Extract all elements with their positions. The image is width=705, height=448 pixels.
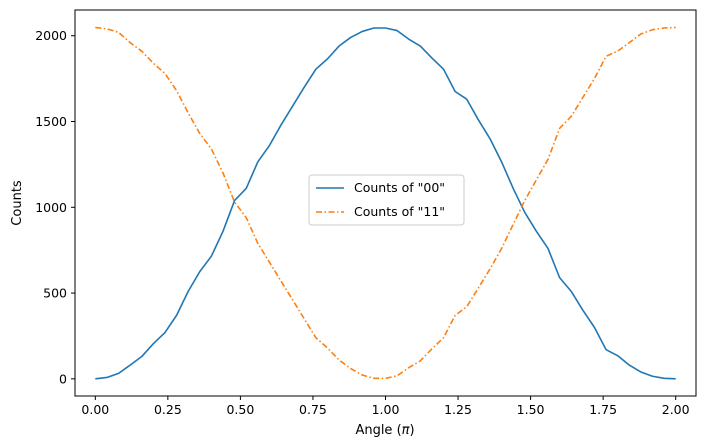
y-axis-label: Counts: [10, 180, 25, 226]
plot-area: [95, 26, 676, 380]
y-tick-label: 1000: [35, 200, 67, 215]
legend: Counts of "00" Counts of "11": [308, 174, 465, 226]
series-line-0: [95, 27, 676, 380]
series-line-1: [95, 26, 676, 380]
x-tick-label: 0.50: [226, 402, 254, 417]
legend-box: [308, 174, 465, 226]
y-tick-label: 500: [43, 286, 67, 301]
y-tick-label: 0: [59, 371, 67, 386]
x-tick-label: 1.25: [444, 402, 472, 417]
x-tick-label: 1.50: [517, 402, 545, 417]
x-tick-label: 0.00: [81, 402, 109, 417]
y-axis: 0 500 1000 1500 2000: [35, 28, 75, 386]
x-axis: 0.00 0.25 0.50 0.75 1.00 1.25 1.50 1.75 2.00: [81, 396, 690, 417]
y-tick-label: 2000: [35, 28, 67, 43]
x-axis-label-symbol: π: [402, 423, 410, 438]
legend-label-11: Counts of "11": [354, 204, 445, 219]
x-axis-label: Angle (π): [355, 423, 414, 438]
x-tick-label: 1.75: [589, 402, 617, 417]
y-tick-label: 1500: [35, 114, 67, 129]
x-tick-label: 2.00: [662, 402, 690, 417]
legend-label-00: Counts of "00": [354, 180, 445, 195]
x-tick-label: 0.75: [299, 402, 327, 417]
x-tick-label: 0.25: [154, 402, 182, 417]
x-tick-label: 1.00: [372, 402, 400, 417]
